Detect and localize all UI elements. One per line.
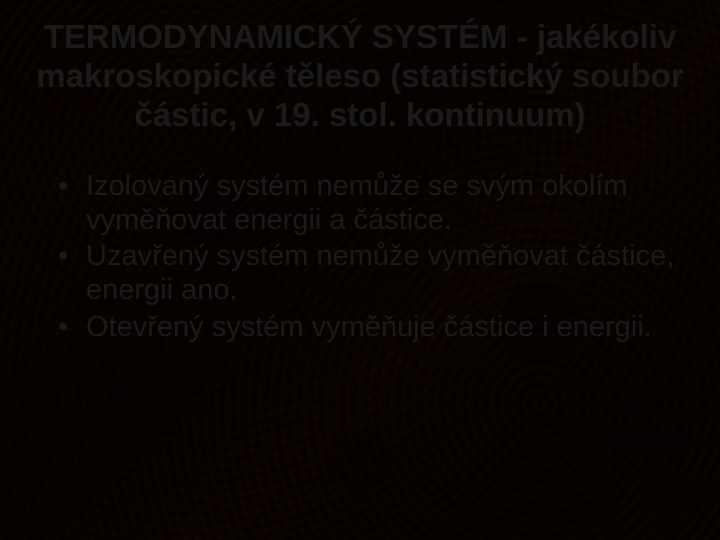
list-item: Uzavřený systém nemůže vyměňovat částice… <box>58 239 684 307</box>
bullet-text: Otevřený systém vyměňuje částice i energ… <box>86 311 652 343</box>
slide-title: TERMODYNAMICKÝ SYSTÉM - jakékoliv makros… <box>36 18 684 135</box>
slide: TERMODYNAMICKÝ SYSTÉM - jakékoliv makros… <box>0 0 720 540</box>
bullet-text: Uzavřený systém nemůže vyměňovat částice… <box>86 240 674 306</box>
list-item: Izolovaný systém nemůže se svým okolím v… <box>58 169 684 237</box>
bullet-text: Izolovaný systém nemůže se svým okolím v… <box>86 170 628 236</box>
bullet-list: Izolovaný systém nemůže se svým okolím v… <box>58 169 684 344</box>
list-item: Otevřený systém vyměňuje částice i energ… <box>58 310 684 344</box>
